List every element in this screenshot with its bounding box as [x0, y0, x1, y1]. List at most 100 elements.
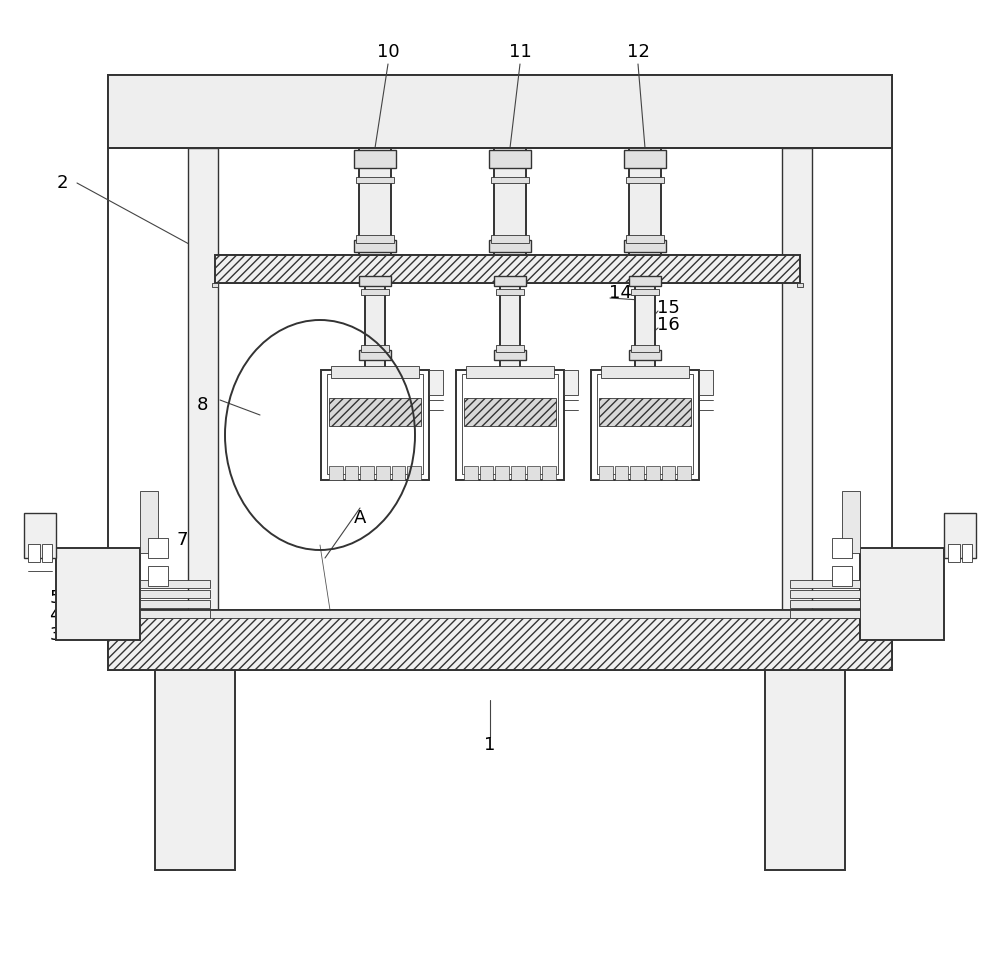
Bar: [832, 538, 852, 558]
Bar: [361, 289, 389, 295]
Bar: [140, 590, 210, 598]
Bar: [494, 276, 526, 286]
Bar: [944, 513, 976, 558]
Text: 6: 6: [62, 563, 74, 581]
Bar: [356, 235, 394, 243]
Bar: [354, 150, 396, 168]
Bar: [329, 466, 343, 480]
Bar: [629, 148, 661, 255]
Bar: [662, 466, 675, 480]
Text: 9: 9: [214, 253, 226, 271]
Bar: [376, 466, 390, 480]
Bar: [631, 289, 659, 295]
Bar: [359, 350, 391, 360]
Bar: [108, 75, 892, 660]
Bar: [495, 466, 509, 480]
Text: A: A: [354, 509, 366, 527]
Bar: [321, 370, 429, 480]
Bar: [108, 610, 892, 670]
Bar: [790, 590, 860, 598]
Bar: [790, 580, 860, 588]
Bar: [860, 548, 944, 640]
Bar: [494, 148, 526, 255]
Bar: [148, 566, 168, 586]
Bar: [491, 177, 529, 183]
Bar: [108, 75, 892, 148]
Bar: [215, 255, 800, 283]
Bar: [626, 177, 664, 183]
Bar: [599, 466, 613, 480]
Bar: [360, 466, 374, 480]
Bar: [188, 148, 218, 610]
Bar: [148, 538, 168, 558]
Bar: [842, 491, 860, 553]
Bar: [601, 366, 689, 378]
Text: 14: 14: [609, 284, 631, 302]
Bar: [624, 150, 666, 168]
Bar: [496, 345, 524, 352]
Text: 5: 5: [49, 589, 61, 607]
Bar: [329, 398, 421, 426]
Bar: [466, 366, 554, 378]
Bar: [489, 240, 531, 252]
Bar: [365, 283, 385, 370]
Text: 12: 12: [627, 43, 649, 61]
Bar: [212, 283, 218, 287]
Bar: [462, 374, 558, 474]
Bar: [331, 366, 419, 378]
Bar: [599, 398, 691, 426]
Bar: [464, 466, 478, 480]
Bar: [527, 466, 540, 480]
Bar: [359, 148, 391, 255]
Bar: [108, 610, 892, 618]
Bar: [765, 670, 845, 870]
Bar: [491, 235, 529, 243]
Bar: [629, 350, 661, 360]
Bar: [354, 240, 396, 252]
Bar: [429, 370, 443, 395]
Bar: [496, 289, 524, 295]
Bar: [635, 283, 655, 370]
Bar: [624, 240, 666, 252]
Bar: [24, 513, 56, 558]
Text: 7: 7: [176, 531, 188, 549]
Bar: [140, 491, 158, 553]
Text: 10: 10: [377, 43, 399, 61]
Bar: [140, 600, 210, 608]
Text: 2: 2: [56, 174, 68, 192]
Bar: [494, 350, 526, 360]
Bar: [677, 466, 691, 480]
Bar: [629, 276, 661, 286]
Bar: [28, 544, 40, 562]
Bar: [456, 370, 564, 480]
Bar: [392, 466, 405, 480]
Bar: [615, 466, 628, 480]
Bar: [699, 370, 713, 395]
Bar: [356, 177, 394, 183]
Text: 1: 1: [484, 736, 496, 754]
Bar: [480, 466, 493, 480]
Bar: [42, 544, 52, 562]
Bar: [345, 466, 358, 480]
Text: 4: 4: [49, 606, 61, 624]
Text: 8: 8: [196, 396, 208, 414]
Bar: [631, 345, 659, 352]
Bar: [591, 370, 699, 480]
Text: 15: 15: [657, 299, 679, 317]
Bar: [797, 283, 803, 287]
Bar: [327, 374, 423, 474]
Bar: [489, 150, 531, 168]
Bar: [361, 345, 389, 352]
Bar: [948, 544, 960, 562]
Bar: [564, 370, 578, 395]
Bar: [56, 548, 140, 640]
Bar: [790, 610, 860, 618]
Bar: [832, 566, 852, 586]
Bar: [542, 466, 556, 480]
Bar: [500, 283, 520, 370]
Bar: [511, 466, 525, 480]
Bar: [630, 466, 644, 480]
Bar: [140, 580, 210, 588]
Bar: [790, 600, 860, 608]
Text: 13: 13: [537, 371, 559, 389]
